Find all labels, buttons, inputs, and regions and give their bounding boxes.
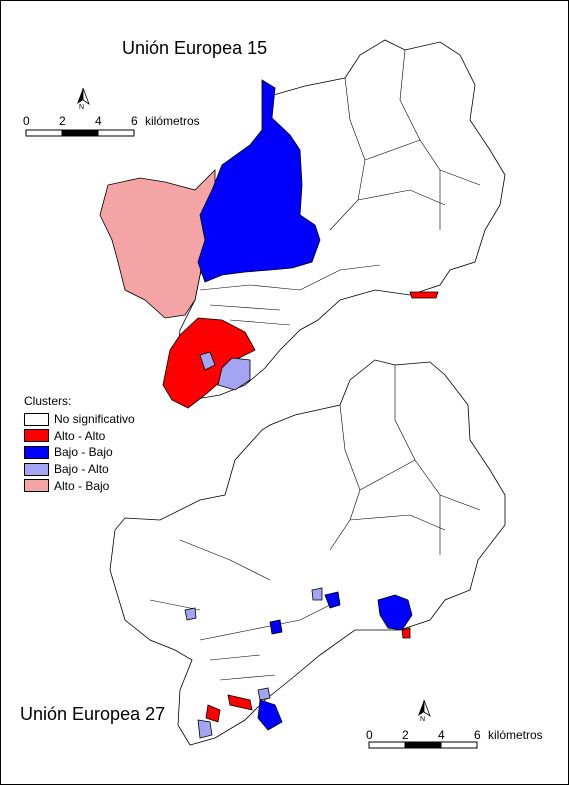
legend-label: No significativo	[54, 412, 135, 427]
legend-item: No significativo	[24, 411, 135, 428]
cluster-bajo-bajo	[377, 594, 413, 631]
scale-tick-label: 0	[23, 114, 30, 128]
legend-item: Bajo - Alto	[24, 461, 135, 478]
cluster-bajo-alto	[199, 351, 216, 371]
legend: Clusters: No significativo Alto - Alto B…	[24, 394, 135, 494]
scale-bar-top	[25, 129, 135, 137]
legend-item: Alto - Bajo	[24, 477, 135, 494]
scale-tick-label: 6	[474, 728, 481, 742]
cluster-alto-alto	[401, 627, 411, 639]
scale-tick-label: 4	[438, 728, 445, 742]
legend-label: Alto - Bajo	[54, 478, 110, 493]
cluster-bajo-alto	[217, 357, 251, 391]
cluster-bajo-alto	[184, 607, 197, 621]
legend-swatch	[24, 412, 49, 426]
cluster-alto-alto	[409, 291, 439, 299]
legend-title: Clusters:	[24, 394, 72, 408]
north-arrow-icon	[418, 699, 431, 718]
legend-label: Bajo - Bajo	[54, 445, 113, 460]
legend-label: Alto - Alto	[54, 428, 106, 443]
scale-tick-label: 4	[95, 114, 102, 128]
legend-swatch	[24, 445, 49, 459]
cluster-bajo-alto	[311, 587, 323, 601]
cluster-bajo-bajo	[257, 699, 283, 731]
map-bottom-outline	[109, 359, 506, 746]
cluster-bajo-alto	[197, 719, 213, 739]
scale-unit-label: kilómetros	[488, 728, 543, 742]
cluster-bajo-bajo	[324, 591, 341, 609]
cluster-bajo-bajo	[197, 79, 321, 283]
legend-swatch	[24, 429, 49, 443]
scale-tick-label: 6	[131, 114, 138, 128]
north-letter: N	[79, 104, 85, 111]
map-top	[99, 39, 506, 409]
map-title-bottom: Unión Europea 27	[20, 704, 166, 724]
legend-swatch	[24, 479, 49, 493]
map-title-top: Unión Europea 15	[122, 38, 268, 58]
legend-item: Alto - Alto	[24, 428, 135, 445]
map-top-district-lines	[199, 49, 481, 326]
north-letter: N	[420, 716, 426, 723]
cluster-alto-bajo	[99, 169, 216, 319]
scale-tick-label: 0	[366, 728, 373, 742]
scale-tick-label: 2	[59, 114, 66, 128]
cluster-bajo-alto	[257, 687, 271, 701]
legend-swatch	[24, 462, 49, 476]
scale-tick-label: 2	[402, 728, 409, 742]
cluster-bajo-bajo	[269, 619, 283, 635]
legend-item: Bajo - Bajo	[24, 444, 135, 461]
scale-bar-bottom	[368, 741, 478, 749]
cluster-alto-alto	[205, 704, 221, 723]
cluster-alto-alto	[227, 694, 253, 711]
legend-label: Bajo - Alto	[54, 462, 109, 477]
scale-unit-label: kilómetros	[145, 114, 200, 128]
map-bottom	[109, 359, 506, 746]
north-arrow-icon	[77, 87, 90, 106]
